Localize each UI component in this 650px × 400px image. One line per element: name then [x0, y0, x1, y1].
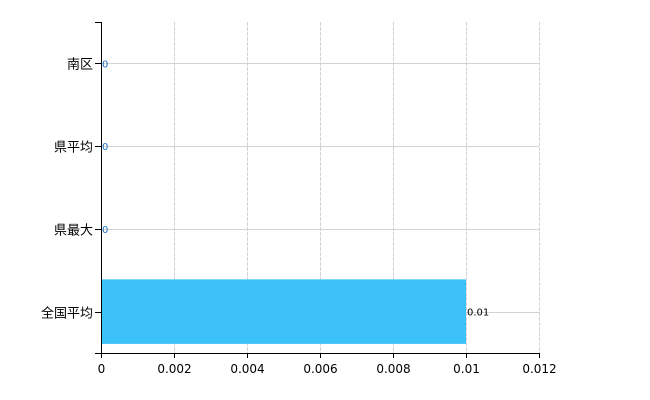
- x-tick-label: 0.006: [303, 362, 337, 376]
- x-tick-label: 0.01: [453, 362, 480, 376]
- x-tick-label: 0.004: [230, 362, 264, 376]
- category-label: 南区: [67, 57, 93, 73]
- x-tick-label: 0: [98, 362, 106, 376]
- data-label: 0.01: [467, 308, 489, 319]
- bar: [101, 279, 466, 344]
- category-label: 県平均: [54, 141, 93, 156]
- x-tick-label: 0.008: [376, 362, 410, 376]
- x-tick-label: 0.002: [157, 362, 191, 376]
- data-label: 0: [102, 225, 108, 236]
- data-label: 0: [102, 142, 108, 153]
- data-label: 0: [102, 59, 108, 70]
- category-label: 全国平均: [41, 306, 93, 322]
- category-label: 県最大: [54, 224, 93, 239]
- x-tick-label: 0.012: [522, 362, 556, 376]
